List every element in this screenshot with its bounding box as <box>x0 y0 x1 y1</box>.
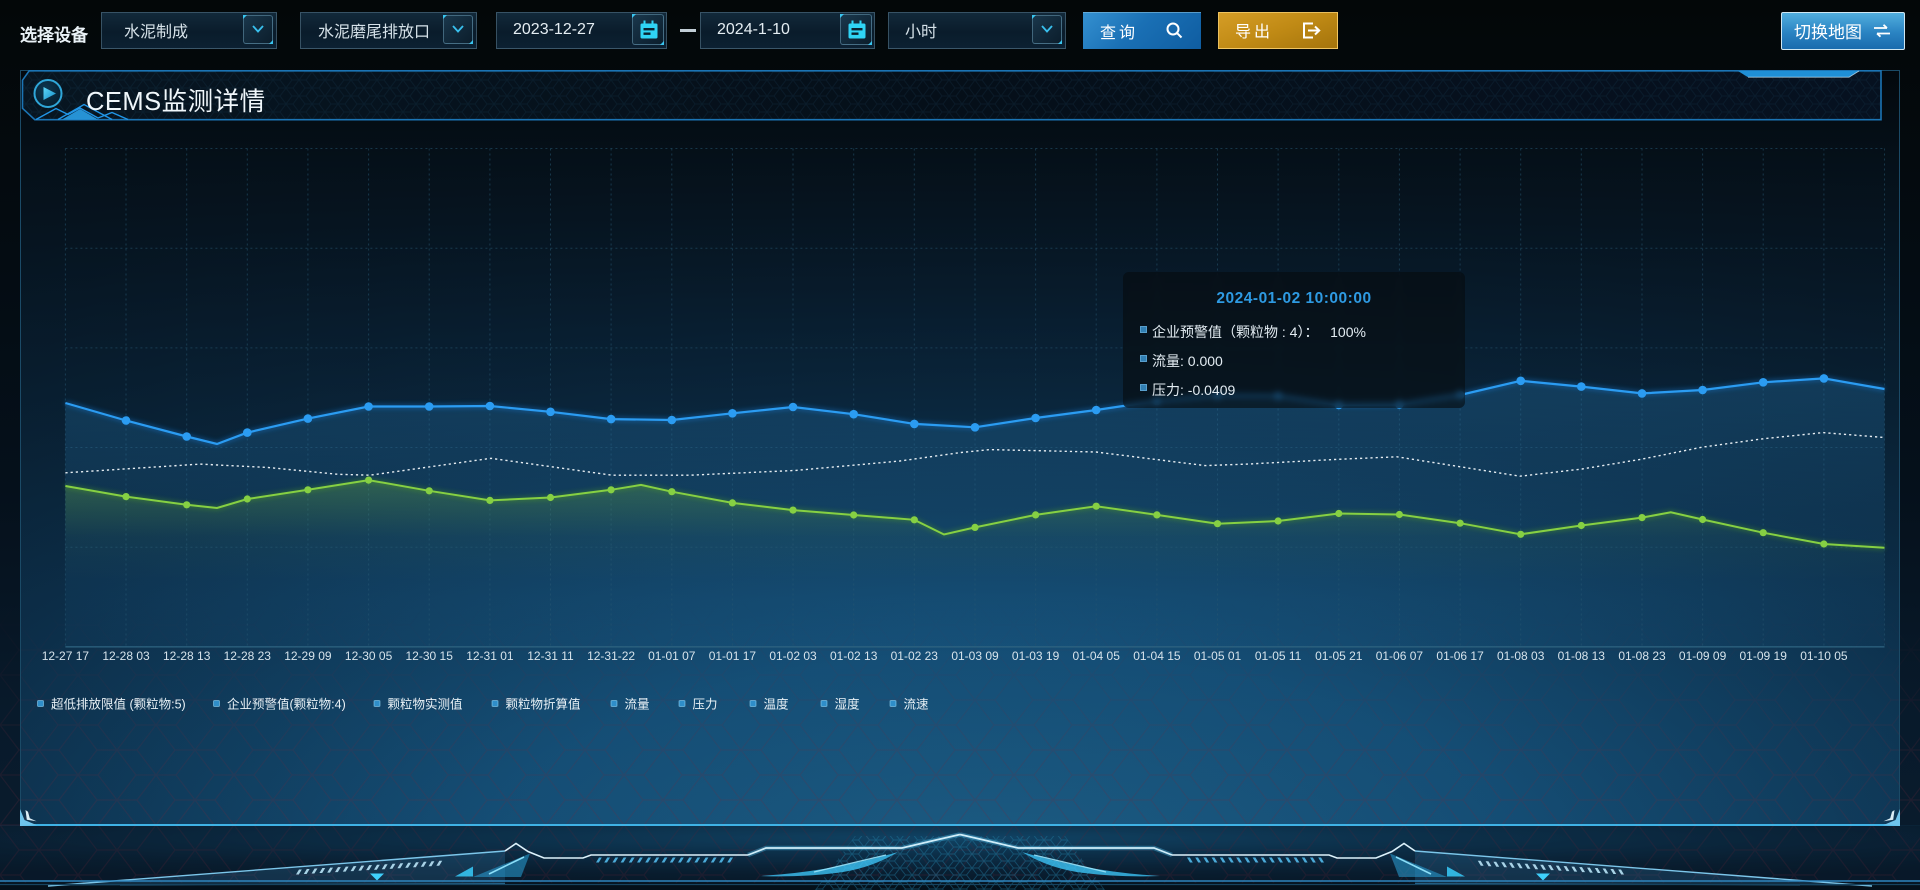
svg-text:01-09 09: 01-09 09 <box>1679 649 1727 663</box>
svg-text:12-29 09: 12-29 09 <box>284 649 332 663</box>
svg-text:01-10 05: 01-10 05 <box>1800 649 1848 663</box>
svg-text:01-01 17: 01-01 17 <box>709 649 757 663</box>
svg-text:12-28 13: 12-28 13 <box>163 649 211 663</box>
svg-text:流速: 流速 <box>904 698 930 712</box>
svg-text:01-02 13: 01-02 13 <box>830 649 878 663</box>
svg-text:湿度: 湿度 <box>835 697 861 712</box>
svg-text:01-06 17: 01-06 17 <box>1436 649 1484 663</box>
svg-text:01-08 03: 01-08 03 <box>1497 649 1545 663</box>
svg-text:12-31 01: 12-31 01 <box>466 649 514 663</box>
svg-text:01-05 01: 01-05 01 <box>1194 649 1242 663</box>
svg-text:01-08 23: 01-08 23 <box>1618 649 1666 663</box>
svg-text:超低排放限值 (颗粒物:5): 超低排放限值 (颗粒物:5) <box>51 697 186 712</box>
svg-text:企业预警值(颗粒物:4): 企业预警值(颗粒物:4) <box>227 697 346 712</box>
svg-text:01-01 07: 01-01 07 <box>648 649 696 663</box>
svg-text:01-03 09: 01-03 09 <box>951 649 999 663</box>
svg-text:01-05 21: 01-05 21 <box>1315 649 1363 663</box>
svg-text:01-02 23: 01-02 23 <box>891 649 939 663</box>
svg-text:12-30 05: 12-30 05 <box>345 649 393 663</box>
svg-text:01-03 19: 01-03 19 <box>1012 649 1060 663</box>
svg-text:01-09 19: 01-09 19 <box>1740 649 1788 663</box>
svg-text:12-28 23: 12-28 23 <box>224 649 272 663</box>
svg-text:流量: 流量 <box>625 698 650 712</box>
svg-text:12-30 15: 12-30 15 <box>406 649 454 663</box>
svg-text:01-05 11: 01-05 11 <box>1255 649 1302 663</box>
svg-text:01-06 07: 01-06 07 <box>1376 649 1424 663</box>
svg-text:01-08 13: 01-08 13 <box>1558 649 1606 663</box>
svg-text:12-31-22: 12-31-22 <box>587 649 635 663</box>
svg-text:01-04 05: 01-04 05 <box>1073 649 1121 663</box>
svg-text:12-27 17: 12-27 17 <box>42 649 90 663</box>
svg-text:颗粒物实测值: 颗粒物实测值 <box>388 697 463 712</box>
svg-text:颗粒物折算值: 颗粒物折算值 <box>506 697 581 712</box>
svg-text:01-02 03: 01-02 03 <box>769 649 817 663</box>
svg-text:01-04 15: 01-04 15 <box>1133 649 1181 663</box>
svg-text:压力: 压力 <box>693 698 718 712</box>
svg-text:12-31 11: 12-31 11 <box>527 649 574 663</box>
svg-text:温度: 温度 <box>764 697 790 712</box>
svg-text:12-28 03: 12-28 03 <box>102 649 150 663</box>
